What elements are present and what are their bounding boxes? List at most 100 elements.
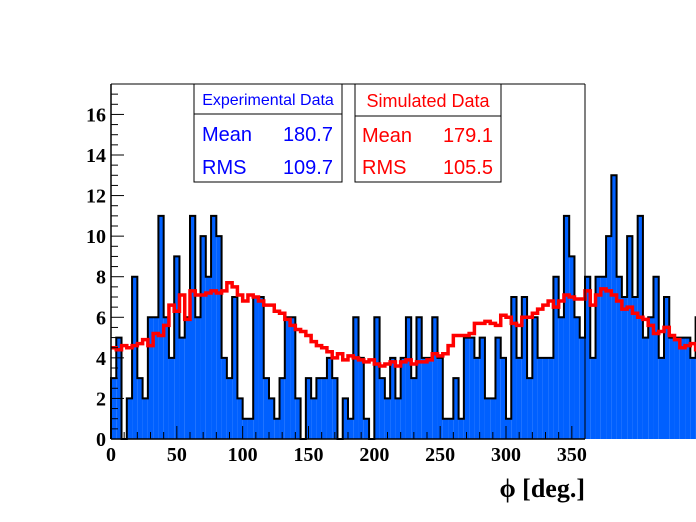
bar-bin-84 xyxy=(553,276,559,439)
y-tick-label-12: 12 xyxy=(86,186,106,208)
tick-labels: 0 50 100 150 200 250 300 350 0 2 4 6 8 10 12 14 16 xyxy=(86,104,587,466)
bar-bin-51 xyxy=(379,378,385,439)
bar-bin-39 xyxy=(316,378,322,439)
bar-bin-9 xyxy=(158,215,164,439)
bar-bin-54 xyxy=(395,398,401,439)
bar-bin-38 xyxy=(311,398,317,439)
bar-bin-75 xyxy=(506,418,512,439)
bar-bin-45 xyxy=(348,418,354,439)
y-tick-label-10: 10 xyxy=(86,226,106,248)
bar-bin-59 xyxy=(421,357,427,439)
bar-bin-85 xyxy=(558,317,564,439)
stat-box-experimental-frame xyxy=(193,83,343,183)
bar-bin-24 xyxy=(237,398,243,439)
stat-box-experimental-rms-label: RMS xyxy=(202,157,246,179)
axes xyxy=(110,83,586,440)
bar-bin-91 xyxy=(590,357,596,439)
bar-bin-33 xyxy=(284,317,291,439)
bar-bin-55 xyxy=(400,357,406,439)
bar-bin-7 xyxy=(147,317,154,439)
stat-box-simulated-mean-value: 179.1 xyxy=(443,125,493,147)
x-tick-label-100: 100 xyxy=(228,444,258,466)
bar-bin-106 xyxy=(669,337,675,439)
bar-bin-88 xyxy=(574,317,580,439)
bar-bin-86 xyxy=(563,215,570,439)
bar-bin-89 xyxy=(579,337,585,439)
x-axis-title: ϕ [deg.] xyxy=(499,474,585,503)
x-tick-label-200: 200 xyxy=(359,444,389,466)
y-tick-label-4: 4 xyxy=(96,348,106,370)
bar-bin-48 xyxy=(363,418,370,439)
bar-bin-90 xyxy=(585,276,591,439)
bar-bin-31 xyxy=(274,418,280,439)
bar-bin-50 xyxy=(374,317,380,439)
stat-box-experimental-mean-label: Mean xyxy=(202,124,252,146)
y-tick-label-16: 16 xyxy=(86,104,106,126)
bar-bin-61 xyxy=(432,317,438,439)
bar-bin-11 xyxy=(168,357,175,439)
x-tick-label-300: 300 xyxy=(491,444,521,466)
bar-bin-93 xyxy=(600,276,607,439)
bar-bin-87 xyxy=(569,256,575,439)
bar-bin-71 xyxy=(484,398,491,439)
bar-bin-28 xyxy=(258,297,264,439)
bar-bin-37 xyxy=(305,378,312,439)
bar-bin-17 xyxy=(200,236,206,439)
bar-bin-66 xyxy=(458,418,464,439)
bar-bin-53 xyxy=(390,357,396,439)
bar-bin-27 xyxy=(253,297,259,439)
bar-bin-34 xyxy=(290,317,296,439)
bar-bin-99 xyxy=(632,297,638,439)
bar-bin-64 xyxy=(448,418,454,439)
bar-bin-52 xyxy=(384,398,391,439)
bar-bin-78 xyxy=(521,297,528,439)
bar-bin-103 xyxy=(653,276,659,439)
bar-bin-65 xyxy=(453,378,459,439)
bar-bin-20 xyxy=(216,236,222,439)
bar-bin-77 xyxy=(516,357,522,439)
stat-box-experimental-mean-value: 180.7 xyxy=(283,124,333,146)
x-tick-label-350: 350 xyxy=(557,444,587,466)
bar-bin-63 xyxy=(442,418,449,439)
bar-bin-6 xyxy=(142,398,148,439)
bar-bin-56 xyxy=(405,317,412,439)
x-tick-label-250: 250 xyxy=(425,444,455,466)
y-tick-label-8: 8 xyxy=(96,267,106,289)
bar-bin-96 xyxy=(616,276,622,439)
bar-bin-109 xyxy=(685,337,691,439)
stat-box-experimental: Experimental Data Mean 180.7 RMS 109.7 xyxy=(193,83,343,183)
bar-bin-100 xyxy=(637,215,643,439)
simulated-line-group xyxy=(111,281,696,368)
bar-bin-81 xyxy=(537,357,543,439)
bar-bin-60 xyxy=(427,357,433,439)
bar-bin-41 xyxy=(326,357,333,439)
bar-bin-110 xyxy=(690,357,696,439)
y-tick-label-0: 0 xyxy=(96,429,106,451)
bar-bin-82 xyxy=(542,357,549,439)
bar-bin-83 xyxy=(548,357,554,439)
bar-bin-40 xyxy=(321,378,327,439)
x-tick-label-0: 0 xyxy=(106,444,116,466)
bar-bin-3 xyxy=(126,398,133,439)
bar-bin-19 xyxy=(211,215,217,439)
bar-bin-35 xyxy=(295,398,301,439)
stat-box-simulated-mean-label: Mean xyxy=(362,125,412,147)
bar-bin-46 xyxy=(353,317,359,439)
bar-bin-42 xyxy=(332,378,338,439)
experimental-outline xyxy=(110,174,696,440)
stat-box-experimental-title: Experimental Data xyxy=(202,92,334,109)
bar-bin-23 xyxy=(232,297,238,439)
bar-bin-94 xyxy=(606,236,612,439)
bar-bin-72 xyxy=(490,398,496,439)
bar-bin-74 xyxy=(500,357,506,439)
bar-bin-29 xyxy=(263,378,269,439)
bar-bin-25 xyxy=(242,418,248,439)
bar-bin-68 xyxy=(469,337,475,439)
bar-bin-13 xyxy=(179,337,185,439)
bar-bin-69 xyxy=(474,357,480,439)
bar-bin-79 xyxy=(527,378,533,439)
bar-bin-4 xyxy=(132,276,138,439)
y-tick-label-14: 14 xyxy=(86,145,106,167)
bar-bin-80 xyxy=(532,317,538,439)
